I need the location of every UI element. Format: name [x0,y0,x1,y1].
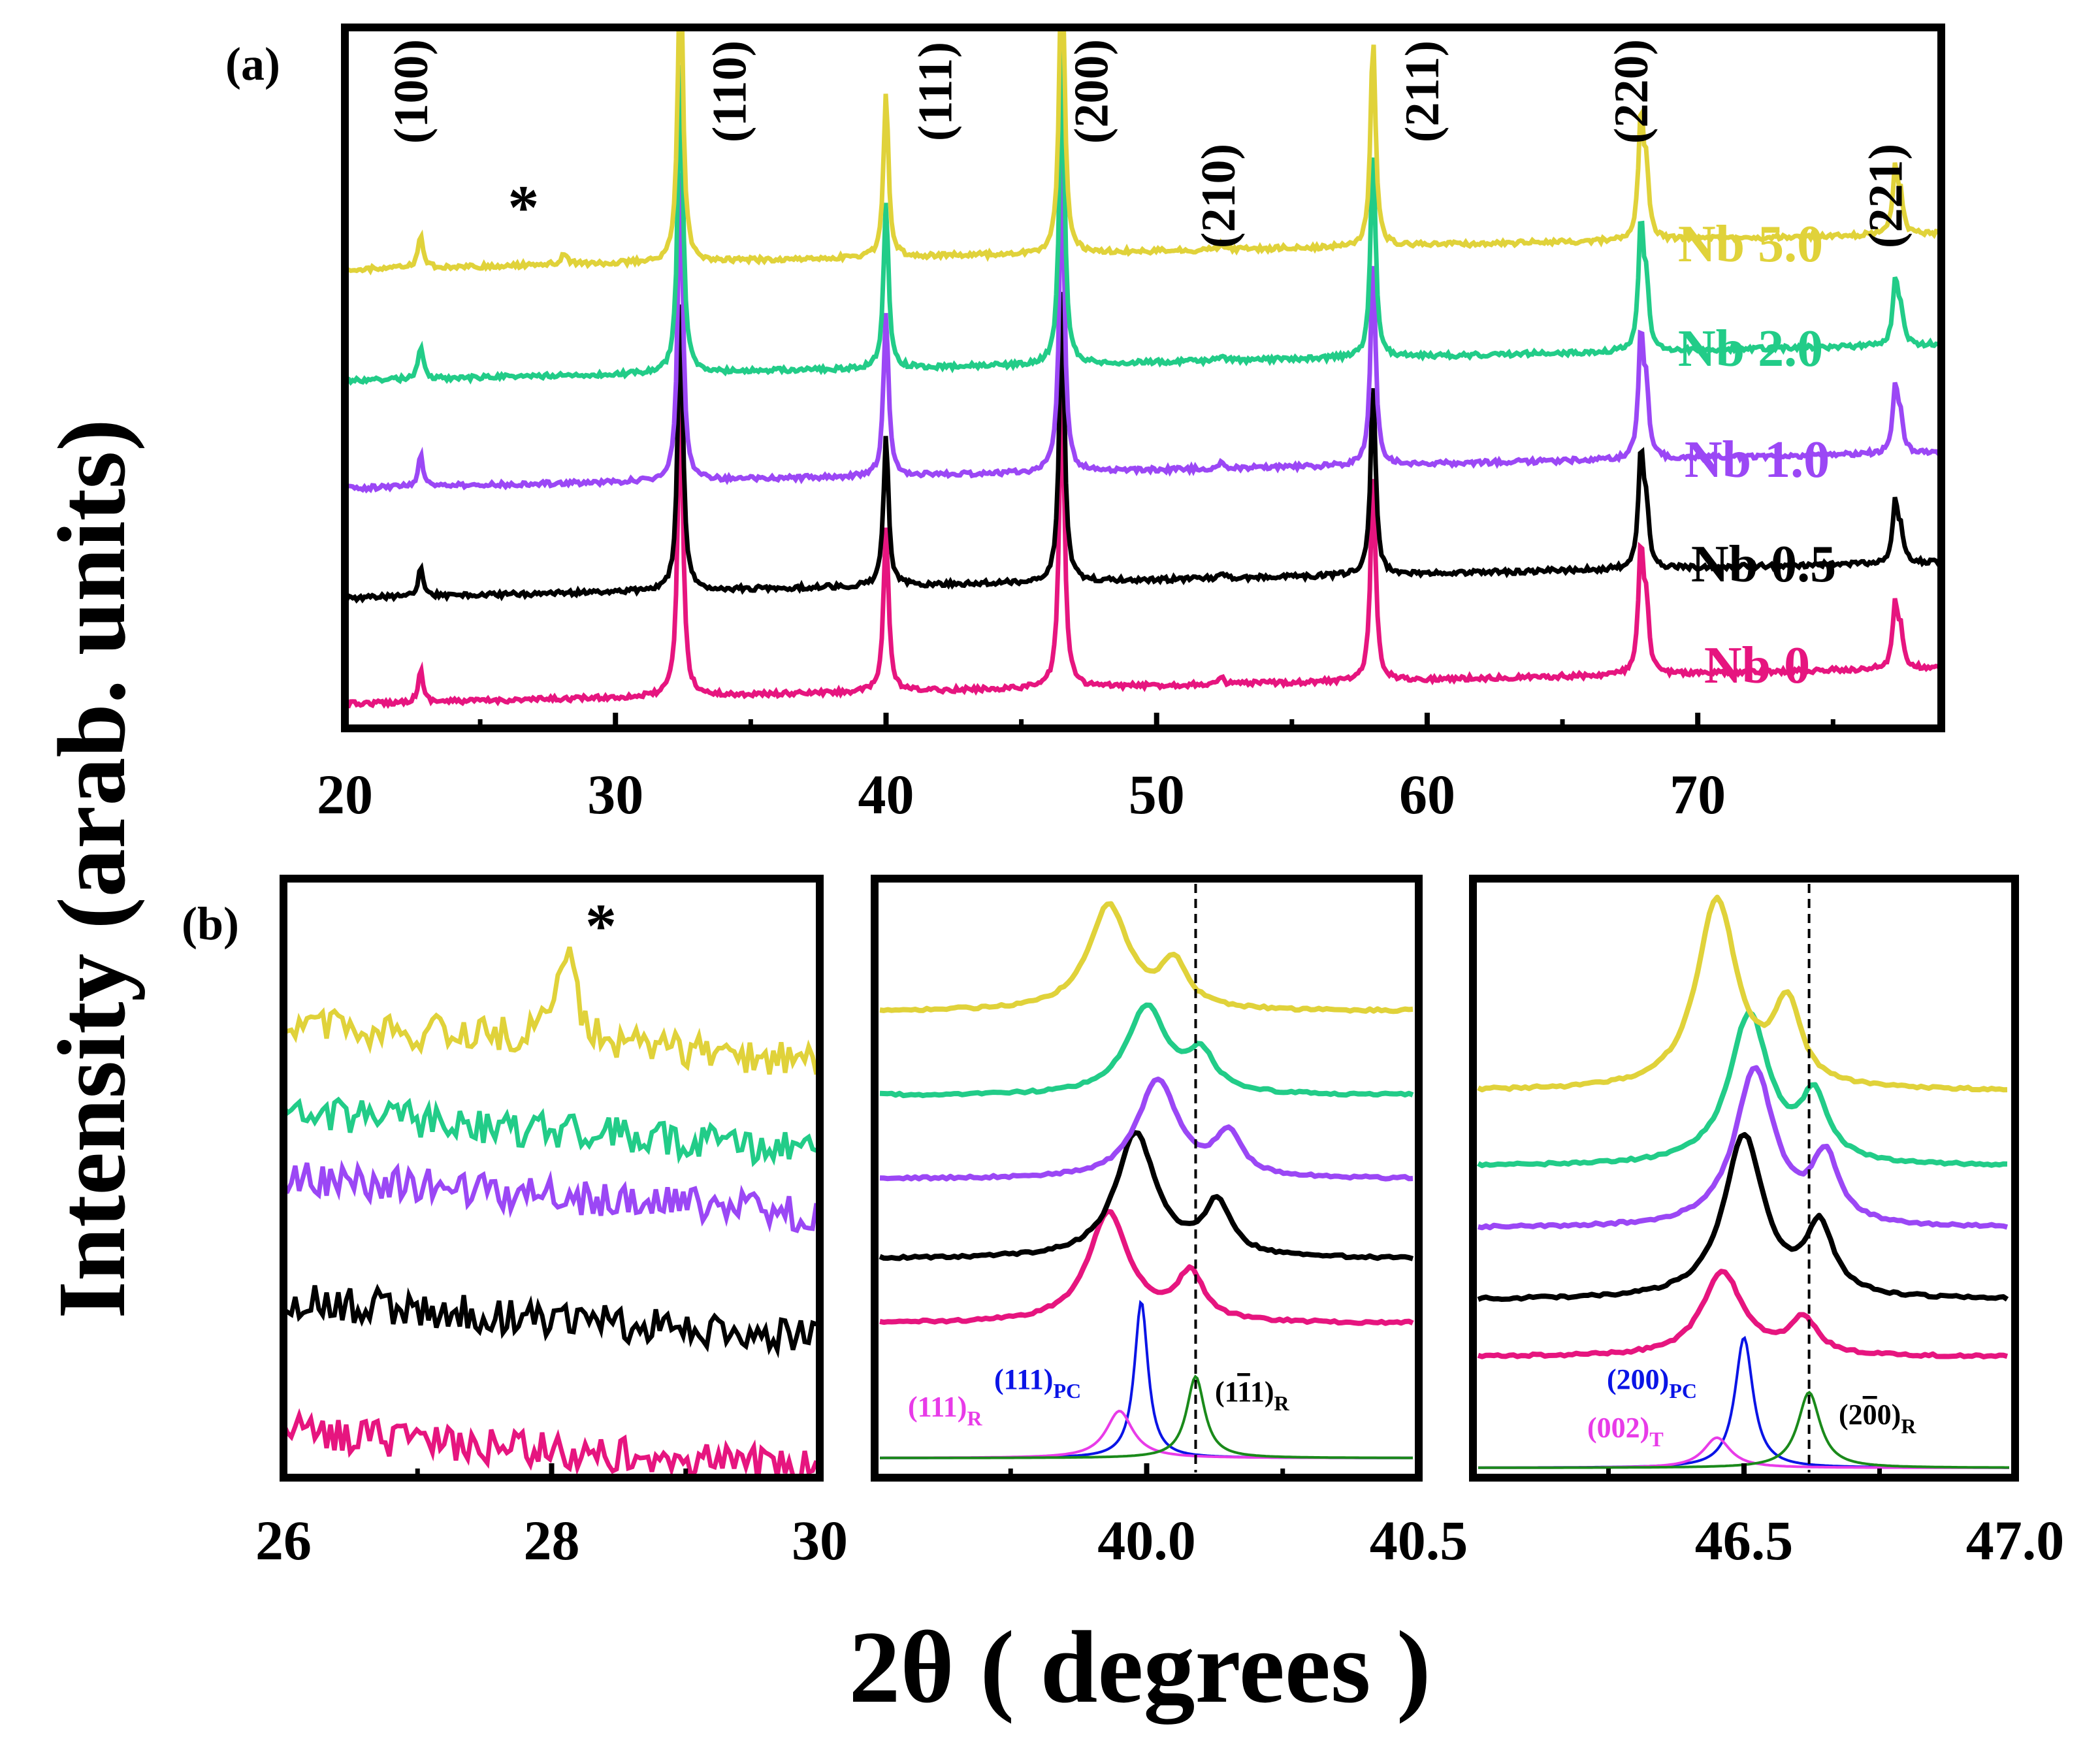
peak-label: (100) [385,39,438,144]
series-label-nb-0: Nb 0 [1704,637,1810,694]
series-line-nb-2_0 [283,1096,818,1167]
panelB3-frame [1469,875,2019,1482]
series-label-nb-2_0: Nb 2.0 [1678,320,1823,378]
peak-label: (200) [1065,39,1119,144]
series-line-nb-0 [283,1408,819,1478]
series-line-nb-1_0 [879,1077,1413,1182]
x-tick-label: 30 [587,763,643,826]
fit-curve-111pc [880,1299,1413,1459]
peak-label: (211) [1396,41,1449,142]
x-tick-label: 46.5 [1695,1509,1794,1572]
series-label-nb-0_5: Nb 0.5 [1691,536,1836,593]
panel-b-right: 46.5 47.0 [1469,875,2065,1572]
fit-curve-2-00r [1478,1390,2009,1469]
x-tick-label: 40.5 [1370,1509,1468,1572]
x-tick-label: 70 [1670,763,1726,826]
impurity-star: * [585,891,617,961]
x-tick-label: 26 [255,1509,312,1572]
series-line-nb-0_5 [283,1283,818,1359]
series-line-nb-0 [1477,1269,2009,1359]
series-line-nb-5_0 [283,946,819,1075]
series-line-nb-2_0 [879,1002,1414,1099]
annotation-111-r: (111)R [908,1391,982,1430]
series-line-nb-0_5 [1477,1131,2009,1302]
y-axis-label: Intensity (arab. units) [39,419,146,1318]
series-line-nb-0_5 [345,291,1941,604]
x-axis-label: 2θ ( degrees ) [848,1610,1430,1725]
x-tick-label: 20 [317,763,373,826]
x-tick-label: 40.0 [1097,1509,1196,1572]
x-tick-label: 50 [1129,763,1185,826]
series-line-nb-1_0 [1478,1065,2009,1231]
series-line-nb-0_5 [879,1130,1414,1261]
series-line-nb-0 [345,372,1941,709]
series-line-nb-1_0 [283,1160,819,1233]
x-tick-label: 28 [524,1509,580,1572]
x-tick-label: 40 [858,763,914,826]
series-line-nb-0 [879,1209,1414,1326]
x-tick-label: 60 [1399,763,1455,826]
peak-label: (111) [909,42,962,141]
series-label-nb-5_0: Nb 5.0 [1678,216,1823,273]
series-label-nb-1_0: Nb 1.0 [1685,431,1830,489]
series-line-nb-5_0 [345,27,1941,276]
annotation-002-t: (002)T [1587,1412,1664,1451]
series-line-nb-2_0 [1477,1009,2008,1169]
peak-label: (110) [703,41,757,142]
panel-b-left: 26 28 30 * [255,875,848,1572]
panel-a-label: (a) [225,38,280,90]
fit-curve-002t [1478,1436,2009,1469]
peak-label: (220) [1605,39,1658,144]
series-line-nb-5_0 [879,901,1413,1015]
peak-label: (210) [1192,144,1246,248]
annotation-200-pc: (200)PC [1607,1363,1697,1403]
panel-b-middle: 40.0 40.5 [871,875,1468,1572]
panel-b-label: (b) [182,898,239,950]
panel-a-frame [341,24,1945,732]
x-tick-label: 47.0 [1966,1509,2065,1572]
series-line-nb-5_0 [1477,894,2008,1093]
annotation-111-pc: (111)PC [994,1363,1081,1403]
impurity-star: * [508,172,539,242]
series-line-nb-1_0 [345,158,1941,494]
annotation-2m00-r: (200)R [1839,1399,1916,1438]
annotation-1m11-r: (111)R [1215,1376,1289,1415]
peak-label: (221) [1860,144,1913,248]
fit-curve-1-11r [880,1374,1413,1459]
series-line-nb-2_0 [345,48,1941,386]
x-tick-label: 30 [792,1509,848,1572]
panel-a: 20 30 40 50 60 70 Nb 0 Nb 0.5 Nb 1.0 Nb 2.0 Nb 5.0… [317,24,1945,826]
